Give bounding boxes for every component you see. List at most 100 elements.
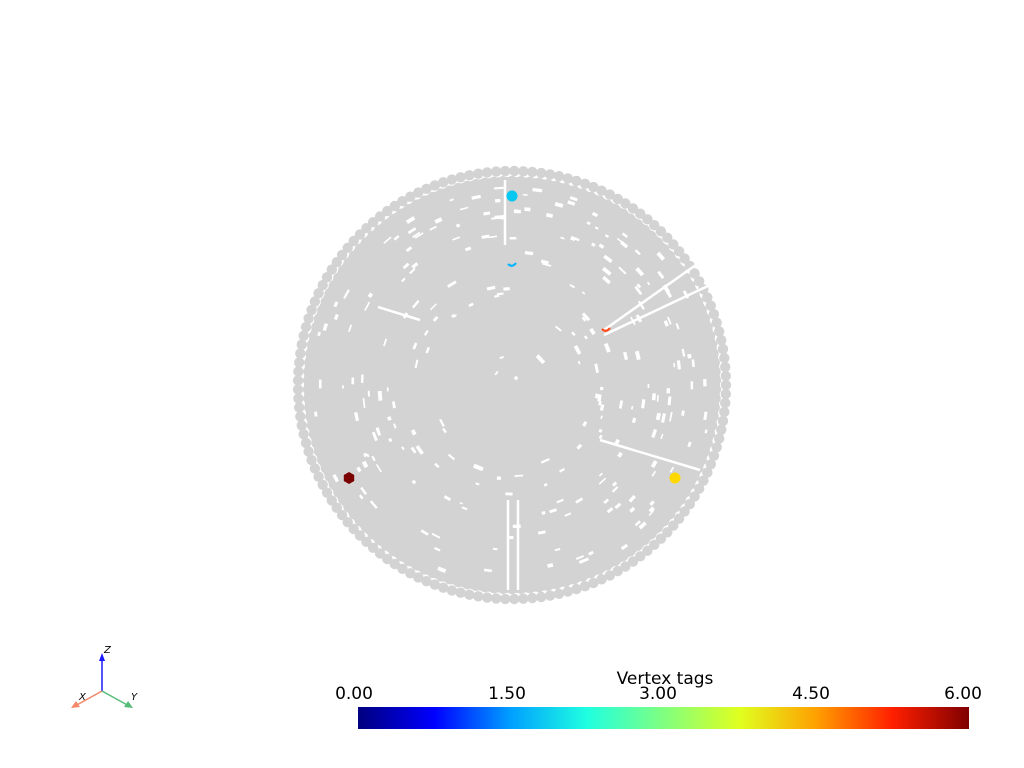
mesh-vertex (388, 545, 399, 557)
mesh-vertex (518, 166, 529, 177)
tagged-vertex-2 (506, 190, 518, 202)
mesh-gap (471, 194, 482, 200)
mesh-gap (656, 251, 666, 261)
mesh-vertex (479, 582, 491, 593)
mesh-vertex (293, 393, 304, 404)
mesh-gap (387, 416, 392, 421)
mesh-gap (383, 338, 388, 347)
mesh-gap (447, 453, 456, 461)
mesh-vertex (462, 180, 473, 192)
mesh-vertex (612, 193, 623, 205)
mesh-vertex (719, 406, 730, 418)
mesh-vertex (560, 576, 571, 588)
mesh-gap (377, 390, 383, 401)
mesh-vertex (714, 433, 725, 444)
mesh-vertex (639, 534, 650, 546)
mesh-vertex (690, 441, 701, 453)
mesh-vertex (336, 509, 348, 521)
mesh-vertex (344, 273, 356, 284)
mesh-vertex (714, 326, 725, 337)
mesh-gap (657, 270, 665, 280)
mesh-gap (410, 429, 417, 436)
mesh-gap (483, 568, 492, 573)
mesh-vertex (627, 556, 639, 567)
mesh-vertex (604, 570, 615, 581)
mesh-vertex (706, 339, 718, 350)
mesh-vertex (689, 268, 700, 279)
mesh-gap (351, 377, 355, 385)
mesh-gap (598, 243, 605, 249)
mesh-vertex (425, 556, 437, 567)
mesh-vertex (527, 166, 538, 178)
mesh-gap (629, 506, 636, 513)
mesh-points (292, 165, 732, 605)
mesh-vertex (304, 357, 315, 368)
mesh-vertex (455, 587, 466, 598)
mesh-gap (491, 217, 499, 220)
mesh-vertex (361, 522, 372, 533)
mesh-vertex (536, 167, 547, 179)
mesh-vertex (620, 198, 631, 209)
mesh-vertex (629, 229, 641, 241)
mesh-vertex (596, 574, 607, 585)
mesh-vertex (604, 189, 615, 200)
mesh-gap (621, 232, 628, 238)
mesh-vertex (298, 429, 309, 440)
mesh-gap (363, 452, 368, 458)
mesh-vertex (319, 330, 330, 342)
mesh-gap (348, 324, 353, 332)
mesh-vertex (486, 572, 497, 584)
mesh-gap (388, 437, 393, 443)
mesh-vertex (315, 411, 326, 422)
mesh-vertex (698, 352, 710, 364)
mesh-vertex (453, 576, 464, 588)
mesh-seam (603, 260, 701, 332)
mesh-gap (541, 511, 546, 515)
mesh-vertex (635, 551, 646, 562)
mesh-vertex (571, 175, 582, 187)
mesh-vertex (693, 296, 704, 307)
mesh-vertex (558, 566, 569, 578)
mesh-gap (343, 289, 350, 299)
mesh-gap (564, 512, 572, 517)
mesh-gap (367, 390, 370, 397)
mesh-gap (318, 379, 322, 389)
mesh-gap (594, 363, 599, 374)
mesh-gap (333, 313, 339, 321)
mesh-gap (576, 443, 583, 450)
mesh-gap (598, 400, 602, 406)
mesh-vertex (509, 165, 520, 177)
mesh-vertex (313, 471, 324, 482)
mesh-vertex (429, 180, 440, 191)
mesh-vertex (720, 388, 731, 400)
mesh-vertex (551, 180, 562, 192)
mesh-gap (569, 283, 576, 289)
mesh-vertex (312, 375, 324, 386)
mesh-vertex (708, 348, 719, 359)
mesh-vertex (317, 420, 328, 431)
mesh-vertex (632, 540, 643, 551)
mesh-vertex (344, 486, 356, 497)
mesh-gap (618, 400, 624, 409)
mesh-vertex (698, 475, 709, 486)
mesh-vertex (710, 384, 722, 395)
mesh-vertex (419, 195, 430, 206)
mesh-vertex (693, 326, 704, 337)
mesh-gap (600, 386, 604, 391)
mesh-gap (434, 546, 441, 552)
mesh-gap (461, 506, 468, 511)
mesh-vertex (596, 185, 607, 196)
mesh-vertex (395, 551, 407, 562)
mesh-vertex (335, 288, 346, 300)
mesh-vertex (562, 173, 573, 184)
mesh-vertex (327, 454, 339, 465)
mesh-gap (603, 498, 610, 504)
mesh-gap (432, 315, 439, 322)
mesh-vertex (702, 437, 713, 449)
mesh-gap (554, 325, 562, 332)
mesh-vertex (610, 203, 621, 215)
mesh-vertex (504, 573, 515, 585)
mesh-vertex (720, 397, 731, 409)
